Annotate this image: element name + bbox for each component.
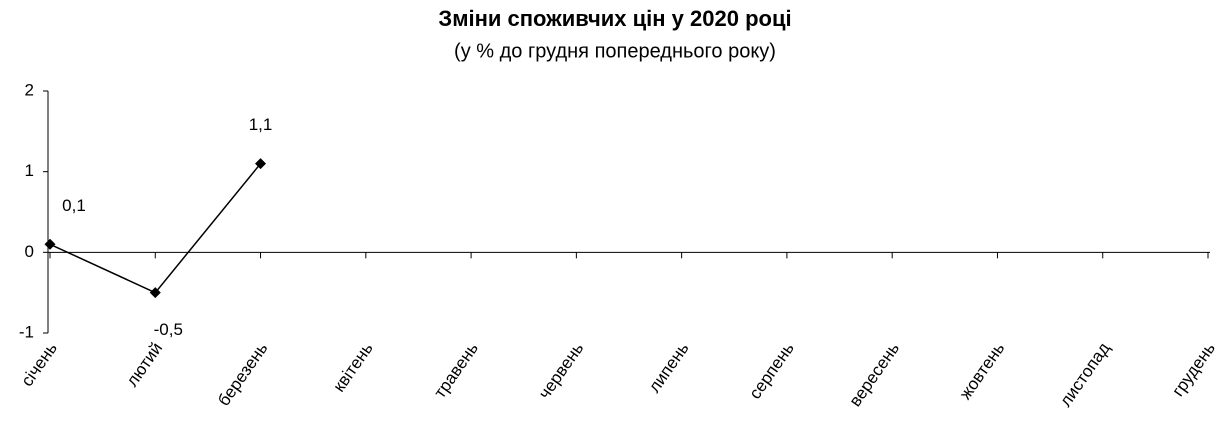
chart-subtitle: (у % до грудня попереднього року) — [454, 40, 776, 62]
chart-title: Зміни споживчих цін у 2020 році — [438, 6, 791, 31]
y-tick-label: 2 — [25, 80, 34, 99]
x-tick-label: січень — [17, 339, 61, 390]
x-tick-label: листопад — [1056, 339, 1114, 410]
data-label: -0,5 — [154, 320, 183, 339]
point-marker — [255, 158, 267, 170]
x-tick-label: грудень — [1168, 339, 1218, 400]
x-tick-label: липень — [645, 339, 693, 396]
point-marker — [44, 238, 56, 250]
x-tick-label: березень — [214, 339, 271, 410]
x-tick-label: квітень — [329, 339, 377, 396]
point-marker — [149, 287, 161, 299]
data-label: 0,1 — [62, 196, 86, 215]
data-label: 1,1 — [249, 115, 273, 134]
x-tick-label: травень — [430, 339, 482, 402]
x-tick-label: лютий — [123, 339, 167, 390]
x-tick-label: жовтень — [956, 339, 1009, 403]
x-tick-label: серпень — [745, 339, 798, 403]
y-tick-label: -1 — [19, 322, 34, 341]
x-tick-label: червень — [535, 339, 588, 403]
series-line — [49, 163, 262, 294]
x-tick-label: вересень — [845, 339, 903, 410]
y-tick-label: 0 — [25, 242, 34, 261]
y-tick-label: 1 — [25, 161, 34, 180]
